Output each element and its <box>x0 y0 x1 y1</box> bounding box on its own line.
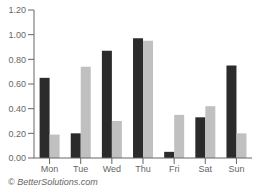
svg-text:1.00: 1.00 <box>8 30 26 40</box>
html-text:© BetterSolutions.com: © BetterSolutions.com <box>8 177 98 187</box>
svg-text:Tue: Tue <box>73 164 88 174</box>
svg-text:Thu: Thu <box>135 164 151 174</box>
svg-text:0.60: 0.60 <box>8 79 26 89</box>
svg-text:Sun: Sun <box>228 164 244 174</box>
svg-text:Wed: Wed <box>103 164 121 174</box>
svg-text:1.20: 1.20 <box>8 5 26 15</box>
svg-text:0.20: 0.20 <box>8 129 26 139</box>
svg-text:0.40: 0.40 <box>8 104 26 114</box>
svg-text:Mon: Mon <box>41 164 59 174</box>
svg-text:0.00: 0.00 <box>8 153 26 163</box>
svg-text:Sat: Sat <box>199 164 213 174</box>
svg-text:Fri: Fri <box>169 164 180 174</box>
svg-text:0.80: 0.80 <box>8 55 26 65</box>
